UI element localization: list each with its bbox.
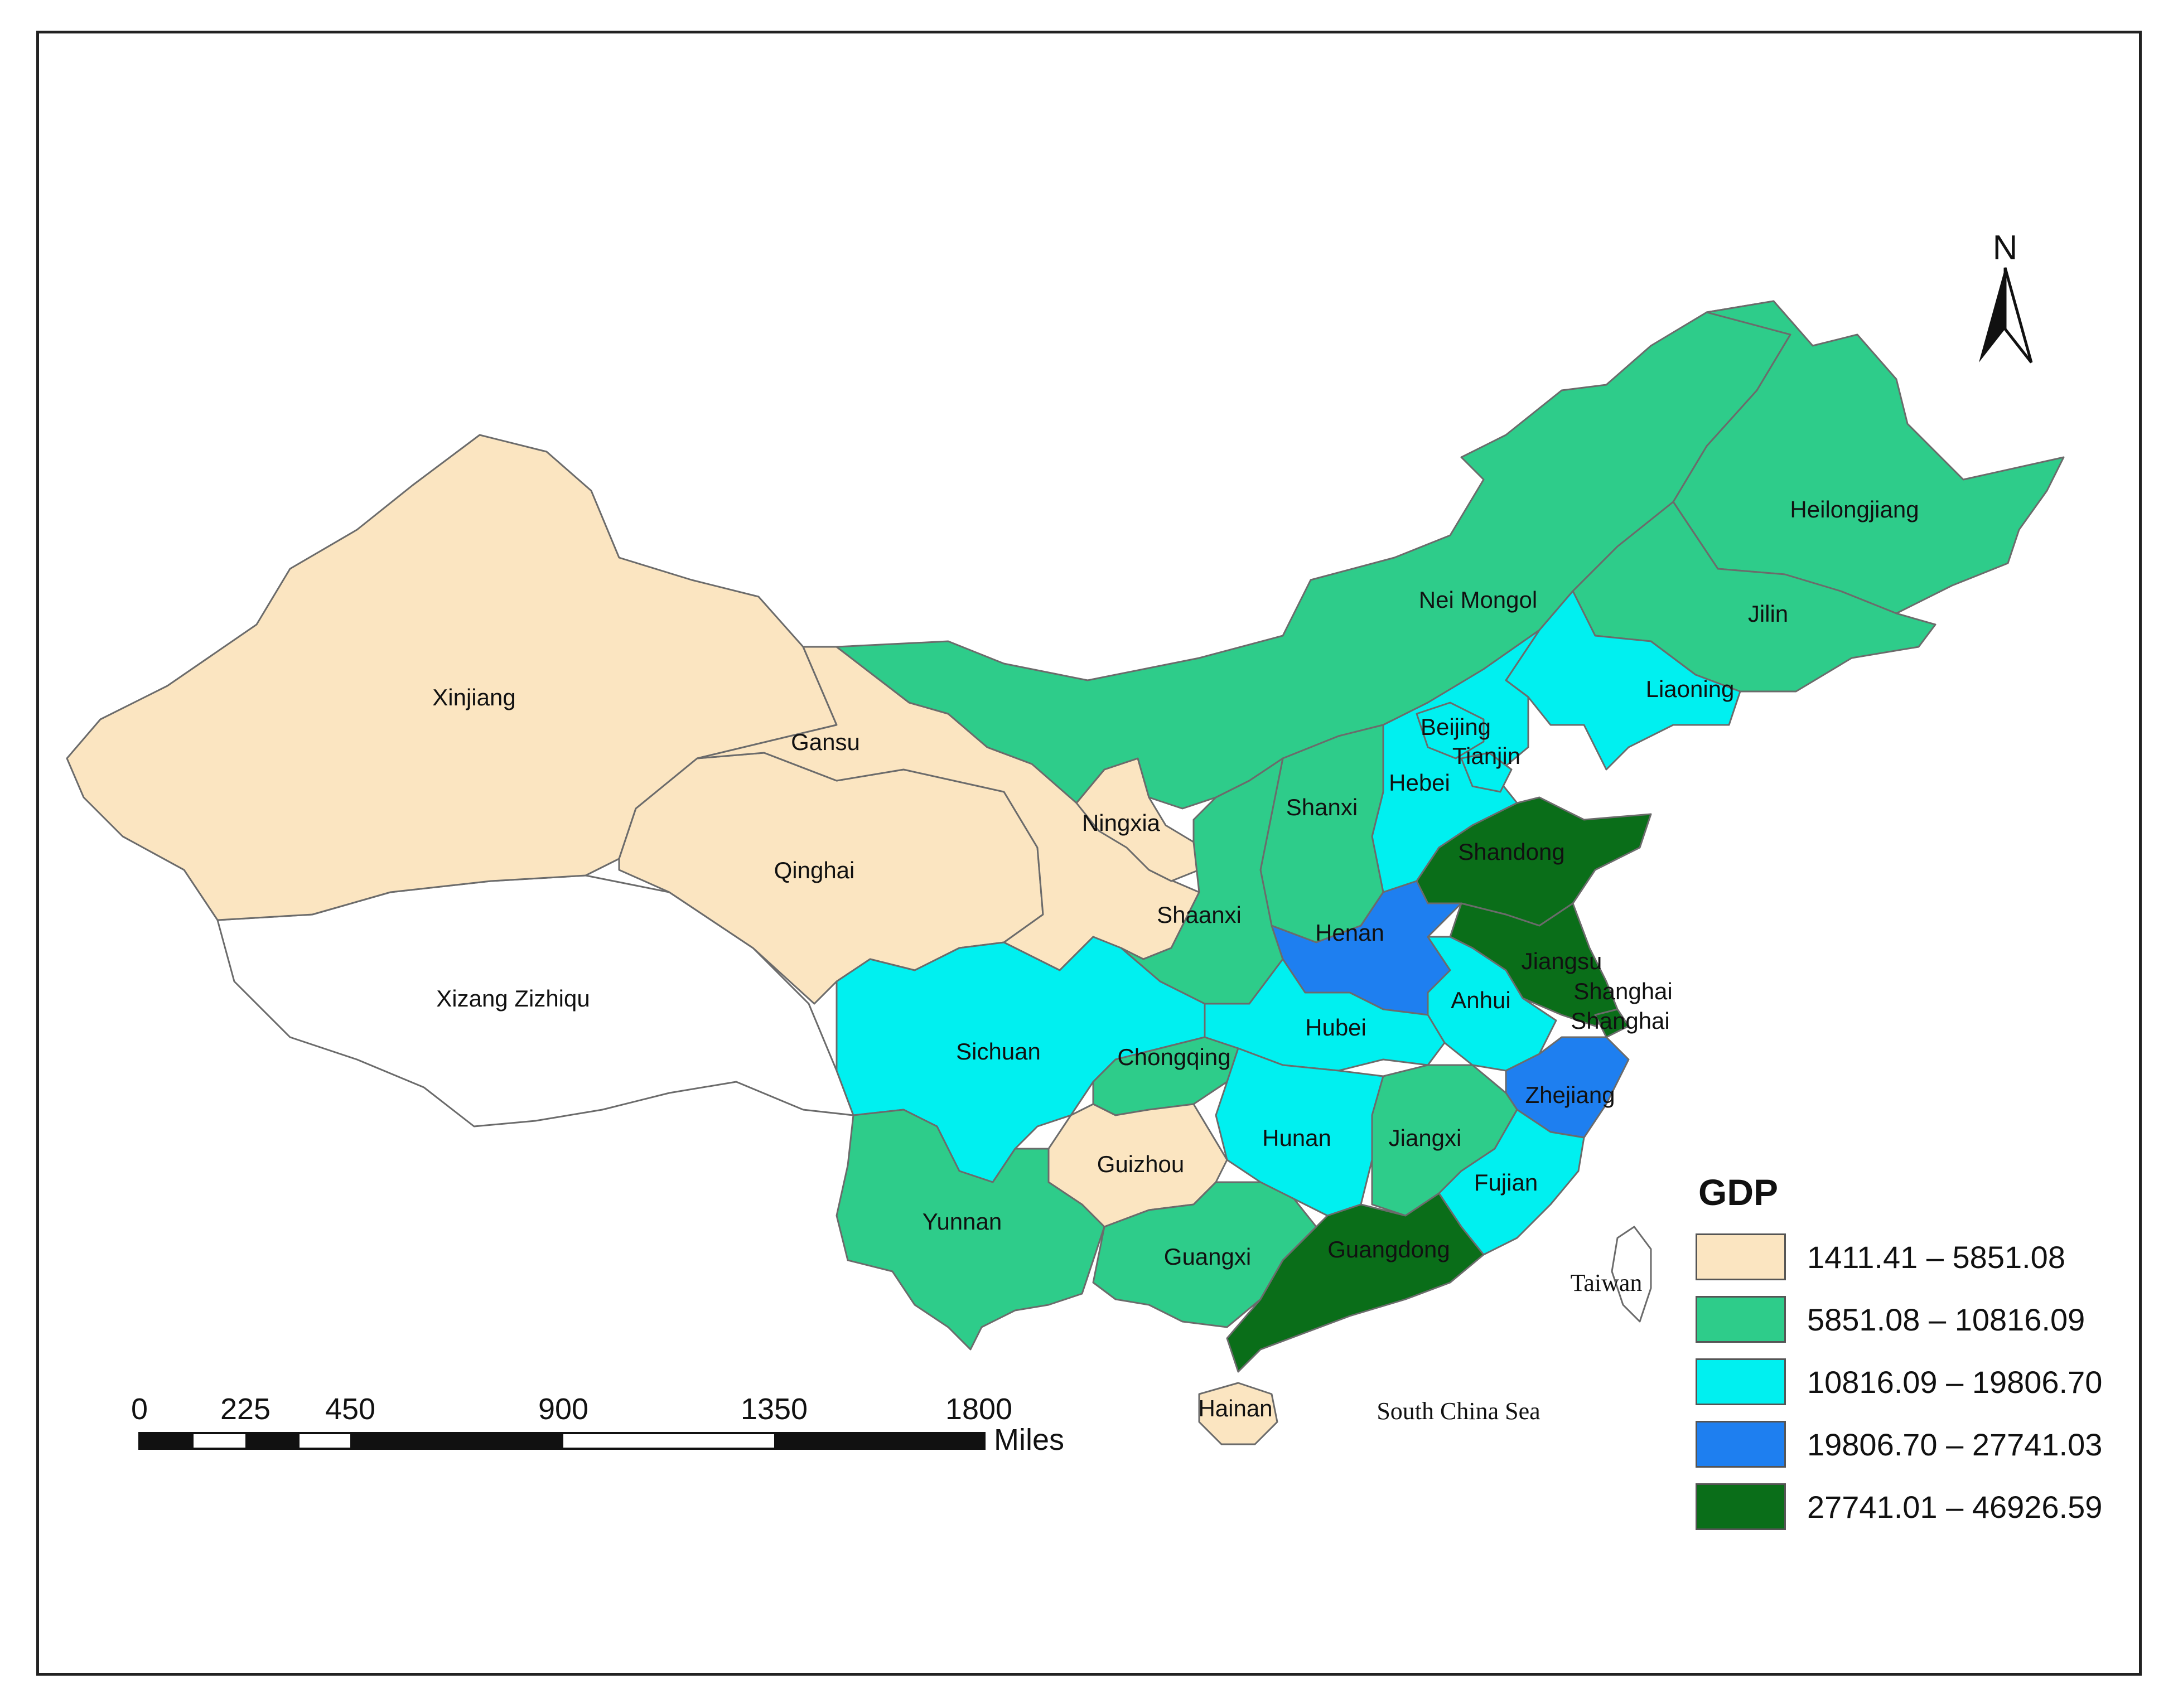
map-frame [36,31,2142,1676]
legend-swatch-3 [1696,1358,1786,1405]
label-heilongjiang: Heilongjiang [1790,496,1919,522]
label-jiangxi: Jiangxi [1389,1125,1462,1151]
label-zhejiang: Zhejiang [1525,1082,1615,1108]
label-beijing: Beijing [1421,714,1491,740]
label-shaanxi: Shaanxi [1157,902,1242,928]
province-hunan [1215,1047,1384,1217]
legend: GDP 1411.41 – 5851.08 5851.08 – 10816.09… [1696,1171,2142,1538]
province-guangdong [1226,1192,1485,1373]
label-liaoning: Liaoning [1646,676,1735,702]
label-hunan: Hunan [1262,1125,1331,1151]
legend-title: GDP [1698,1172,1779,1213]
label-gansu: Gansu [791,729,860,755]
legend-label-5: 27741.01 – 46926.59 [1807,1489,2103,1525]
province-shanghai [1594,1008,1630,1038]
scale-tick-900: 900 [538,1392,588,1426]
label-south-china-sea: South China Sea [1377,1397,1540,1425]
province-hainan [1198,1382,1278,1445]
label-hebei: Hebei [1389,770,1450,796]
label-xinjiang: Xinjiang [432,684,515,710]
label-yunnan: Yunnan [923,1208,1002,1235]
label-anhui: Anhui [1451,987,1510,1013]
label-shanghai-2: Shanghai [1571,1008,1670,1034]
label-neimongol: Nei Mongol [1419,587,1537,613]
scale-tick-225: 225 [220,1392,271,1426]
province-fujian [1438,1109,1585,1256]
scale-unit: Miles [994,1423,1064,1457]
label-guizhou: Guizhou [1097,1151,1184,1177]
province-liaoning [1505,590,1741,771]
north-label: N [1993,229,2018,267]
label-shanxi: Shanxi [1286,794,1358,820]
legend-swatch-4 [1696,1421,1786,1468]
legend-item-2: 5851.08 – 10816.09 [1696,1288,2142,1351]
province-taiwan [1611,1226,1652,1323]
label-ningxia: Ningxia [1082,810,1161,836]
legend-swatch-1 [1696,1233,1786,1280]
label-jilin: Jilin [1748,601,1788,627]
legend-swatch-5 [1696,1483,1786,1530]
legend-label-3: 10816.09 – 19806.70 [1807,1364,2103,1400]
label-taiwan: Taiwan [1571,1269,1643,1296]
scale-bar: 0 225 450 900 1350 1800 Miles [131,1392,1064,1457]
label-hainan: Hainan [1198,1395,1272,1421]
label-fujian: Fujian [1474,1169,1538,1196]
province-tianjin [1460,752,1513,793]
label-henan: Henan [1315,920,1384,946]
province-yunnan [836,1109,1105,1351]
legend-label-4: 19806.70 – 27741.03 [1807,1426,2103,1462]
label-chongqing: Chongqing [1117,1044,1230,1070]
label-guangxi: Guangxi [1164,1243,1251,1270]
legend-label-1: 1411.41 – 5851.08 [1807,1239,2065,1275]
legend-item-1: 1411.41 – 5851.08 [1696,1226,2142,1288]
label-shandong: Shandong [1458,839,1565,865]
label-xizang: Xizang Zizhiqu [436,985,590,1012]
label-sichuan: Sichuan [956,1038,1041,1065]
scale-tick-450: 450 [325,1392,375,1426]
legend-swatch-2 [1696,1296,1786,1343]
legend-item-4: 19806.70 – 27741.03 [1696,1413,2142,1475]
label-tianjin: Tianjin [1452,743,1520,769]
label-jiangsu: Jiangsu [1522,948,1602,974]
label-guangdong: Guangdong [1327,1236,1450,1262]
label-hubei: Hubei [1305,1014,1366,1041]
north-arrow-icon: N [1979,229,2033,364]
legend-label-2: 5851.08 – 10816.09 [1807,1301,2085,1337]
legend-item-3: 10816.09 – 19806.70 [1696,1351,2142,1413]
label-qinghai: Qinghai [774,857,855,883]
province-heilongjiang [1672,300,2065,615]
province-beijing [1416,701,1485,759]
scale-tick-0: 0 [131,1392,148,1426]
legend-item-5: 27741.01 – 46926.59 [1696,1475,2142,1538]
scale-tick-1800: 1800 [945,1392,1012,1426]
scale-tick-1350: 1350 [741,1392,808,1426]
label-shanghai: Shanghai [1573,978,1673,1004]
